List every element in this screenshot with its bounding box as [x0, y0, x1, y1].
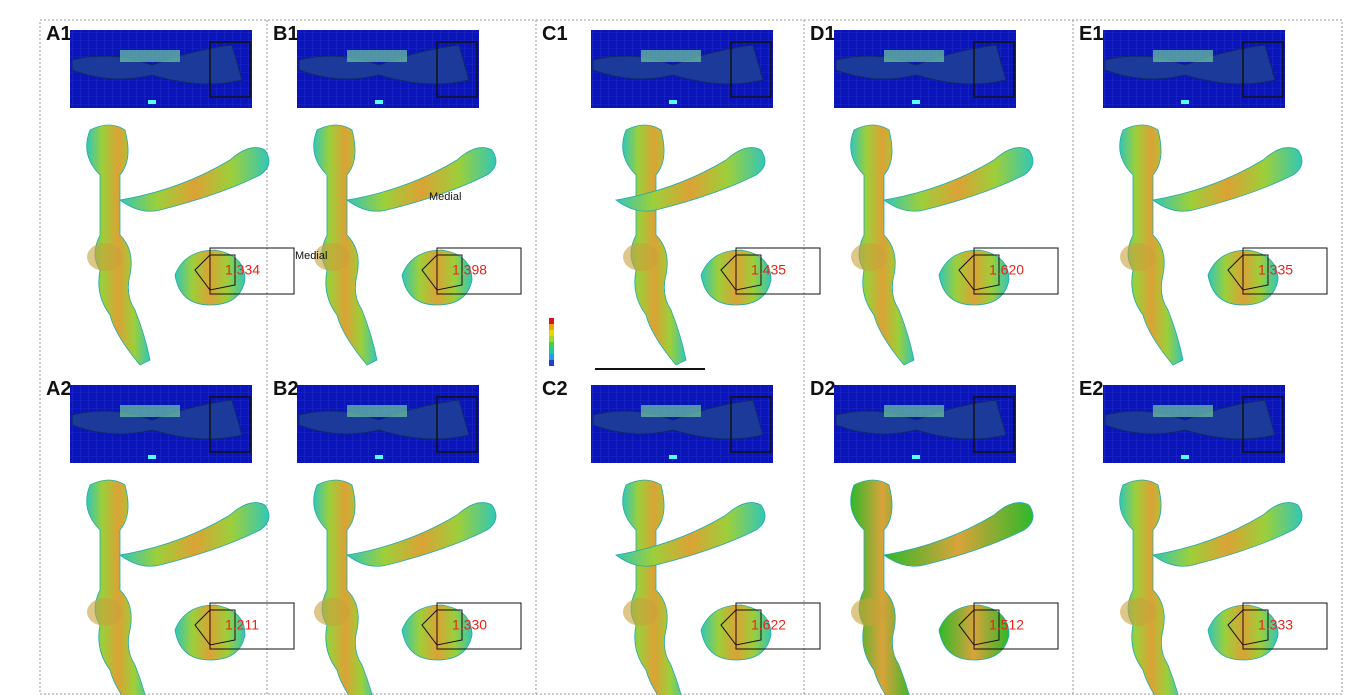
panel: E1 1.335: [1079, 23, 1327, 365]
panel: D2 1.512: [810, 378, 1058, 695]
panel-label: C2: [542, 378, 568, 400]
pressure-value: 1.512: [989, 617, 1024, 633]
small-bone: [120, 148, 269, 212]
small-bone: [884, 503, 1033, 567]
mesh-highlight: [641, 405, 701, 417]
annotation: Medial: [295, 250, 327, 262]
joint: [851, 243, 887, 271]
long-bone: [314, 480, 377, 695]
mesh-highlight: [884, 50, 944, 62]
mesh-marker: [1181, 455, 1189, 459]
pressure-value: 1.334: [225, 262, 260, 278]
panel-label: A2: [46, 378, 72, 400]
mesh-highlight: [347, 50, 407, 62]
joint: [623, 598, 659, 626]
long-bone: [87, 480, 150, 695]
joint: [87, 598, 123, 626]
legend-swatch: [549, 360, 554, 366]
legend-swatch: [549, 324, 554, 330]
mesh-marker: [1181, 100, 1189, 104]
pressure-value: 1.211: [225, 617, 259, 633]
mesh-highlight: [884, 405, 944, 417]
panel-label: B2: [273, 378, 299, 400]
mesh-marker: [669, 455, 677, 459]
mesh-highlight: [1153, 405, 1213, 417]
legend-swatch: [549, 336, 554, 342]
joint: [87, 243, 123, 271]
long-bone: [623, 480, 686, 695]
pressure-value: 1.622: [751, 617, 786, 633]
panel-label: D2: [810, 378, 836, 400]
mesh-marker: [148, 455, 156, 459]
panel-label: A1: [46, 23, 72, 45]
legend-swatch: [549, 348, 554, 354]
panel: A1 1.334: [46, 23, 294, 365]
pressure-value: 1.620: [989, 262, 1024, 278]
mesh-marker: [669, 100, 677, 104]
mesh-marker: [912, 100, 920, 104]
pressure-value: 1.398: [452, 262, 487, 278]
mesh-marker: [148, 100, 156, 104]
panel: B1 1.398 Medial Medial: [273, 23, 521, 365]
mesh-marker: [375, 455, 383, 459]
annotation: Medial: [429, 191, 461, 203]
panel-label: C1: [542, 23, 568, 45]
small-bone: [1153, 503, 1302, 567]
panel-label: B1: [273, 23, 299, 45]
panel-label: E2: [1079, 378, 1103, 400]
figure: A1 1.334 B1 1.398 Medial Medial C1 1.435 D1 1.620…: [0, 0, 1359, 695]
mesh-marker: [912, 455, 920, 459]
joint: [314, 598, 350, 626]
joint: [623, 243, 659, 271]
pressure-value: 1.333: [1258, 617, 1293, 633]
small-bone: [1153, 148, 1302, 212]
long-bone: [1120, 480, 1183, 695]
pressure-value: 1.335: [1258, 262, 1293, 278]
joint: [1120, 598, 1156, 626]
pressure-value: 1.435: [751, 262, 786, 278]
legend-swatch: [549, 354, 554, 360]
mesh-highlight: [1153, 50, 1213, 62]
panel-label: E1: [1079, 23, 1103, 45]
legend-swatch: [549, 330, 554, 336]
mesh-marker: [375, 100, 383, 104]
small-bone: [884, 148, 1033, 212]
pressure-value: 1.330: [452, 617, 487, 633]
mesh-highlight: [120, 405, 180, 417]
joint: [851, 598, 887, 626]
mesh-highlight: [641, 50, 701, 62]
panel: A2 1.211: [46, 378, 294, 695]
panel: E2 1.333: [1079, 378, 1327, 695]
mesh-highlight: [347, 405, 407, 417]
joint: [1120, 243, 1156, 271]
mesh-highlight: [120, 50, 180, 62]
small-bone: [347, 148, 496, 212]
panel: B2 1.330: [273, 378, 521, 695]
panel-label: D1: [810, 23, 836, 45]
small-bone: [347, 503, 496, 567]
panel: D1 1.620: [810, 23, 1058, 365]
legend-swatch: [549, 318, 554, 324]
long-bone: [851, 480, 914, 695]
legend-swatch: [549, 342, 554, 348]
panel: C1 1.435: [542, 23, 820, 365]
panel: C2 1.622: [542, 378, 820, 695]
small-bone: [120, 503, 269, 567]
